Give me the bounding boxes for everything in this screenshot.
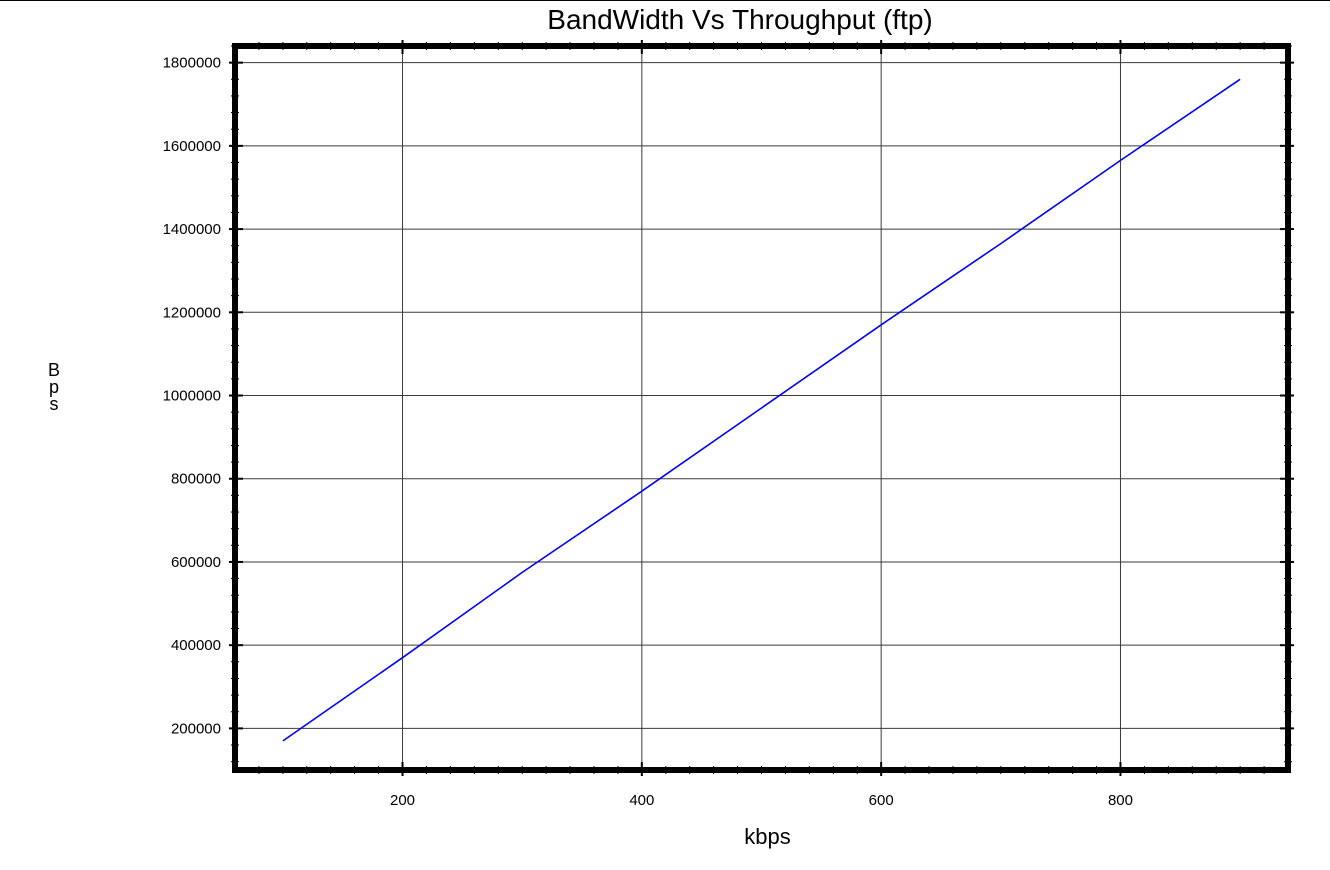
y-tick-label: 600000: [171, 554, 221, 571]
x-axis-label: kbps: [744, 824, 791, 849]
plot-frame: [232, 43, 1291, 773]
x-tick-label: 400: [629, 792, 654, 809]
y-tick-label: 1600000: [163, 138, 221, 155]
y-tick-label: 1000000: [163, 388, 221, 405]
y-axis-label-char: s: [49, 394, 59, 414]
top-border-line: [0, 0, 1330, 1]
series-line: [282, 78, 1241, 742]
y-axis-label-char: B: [47, 360, 60, 380]
y-tick-label: 1200000: [163, 304, 221, 321]
y-tick-label: 400000: [171, 637, 221, 654]
grid-lines: [235, 46, 1288, 770]
y-tick-label: 800000: [171, 471, 221, 488]
y-tick-label: 1800000: [163, 55, 221, 72]
x-tick-label: 600: [869, 792, 894, 809]
x-tick-label: 800: [1108, 792, 1133, 809]
y-axis-label-char: p: [48, 377, 59, 397]
x-tick-label: 200: [390, 792, 415, 809]
y-tick-label: 1400000: [163, 221, 221, 238]
y-tick-label: 200000: [171, 720, 221, 737]
series-lines: [282, 78, 1241, 742]
x-tick-labels: 200 400 600 800: [390, 792, 1133, 809]
y-tick-labels: 200000 400000 600000 800000 1000000 1200000 14…: [163, 55, 221, 738]
chart-title: BandWidth Vs Throughput (ftp): [547, 4, 933, 35]
